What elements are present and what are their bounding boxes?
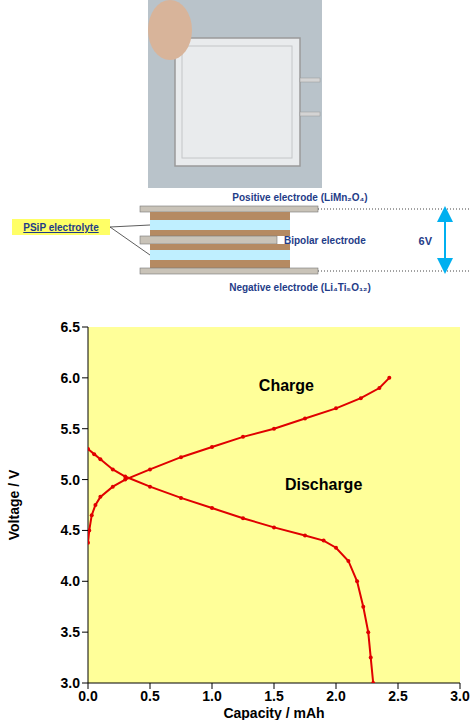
svg-text:4.5: 4.5: [61, 522, 81, 538]
svg-text:1.0: 1.0: [202, 688, 222, 704]
svg-text:Charge: Charge: [259, 377, 314, 394]
svg-text:6.0: 6.0: [61, 370, 81, 386]
svg-text:4.0: 4.0: [61, 573, 81, 589]
svg-text:Positive electrode (LiMn₂O₄): Positive electrode (LiMn₂O₄): [232, 192, 367, 203]
svg-text:0.0: 0.0: [78, 688, 98, 704]
svg-text:Discharge: Discharge: [285, 476, 362, 493]
svg-text:1.5: 1.5: [264, 688, 284, 704]
svg-text:6V: 6V: [419, 235, 433, 247]
svg-text:2.5: 2.5: [388, 688, 408, 704]
svg-text:Capacity / mAh: Capacity / mAh: [223, 705, 324, 720]
svg-text:3.0: 3.0: [61, 675, 81, 691]
svg-text:6.5: 6.5: [61, 319, 81, 335]
svg-text:3.5: 3.5: [61, 624, 81, 640]
svg-text:5.0: 5.0: [61, 472, 81, 488]
svg-text:2.0: 2.0: [326, 688, 346, 704]
svg-text:0.5: 0.5: [140, 688, 160, 704]
svg-text:PSiP electrolyte: PSiP electrolyte: [23, 222, 99, 233]
svg-text:Voltage / V: Voltage / V: [6, 469, 22, 540]
svg-text:Negative electrode (Li₄Ti₅O₁₂): Negative electrode (Li₄Ti₅O₁₂): [229, 282, 371, 293]
svg-text:5.5: 5.5: [61, 421, 81, 437]
svg-text:Bipolar electrode: Bipolar electrode: [284, 235, 366, 246]
svg-text:3.0: 3.0: [450, 688, 470, 704]
